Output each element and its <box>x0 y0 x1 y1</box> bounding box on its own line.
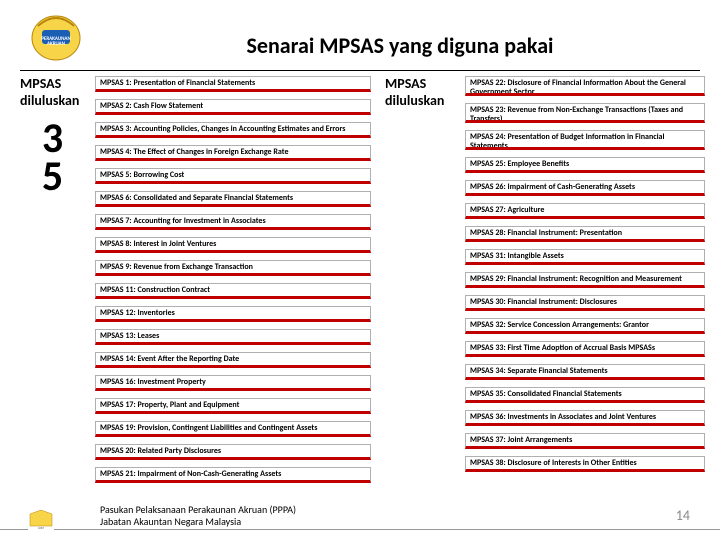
list-item: MPSAS 16: Investment Property <box>95 375 371 391</box>
list-item: MPSAS 25: Employee Benefits <box>465 157 705 173</box>
list-item: MPSAS 29: Financial Instrument: Recognit… <box>465 272 705 288</box>
footer-line2: Jabatan Akauntan Negara Malaysia <box>100 515 241 528</box>
list-item: MPSAS 37: Joint Arrangements <box>465 433 705 449</box>
list-item: MPSAS 38: Disclosure of Interests in Oth… <box>465 456 705 472</box>
list-item: MPSAS 12: Inventories <box>95 306 371 322</box>
list-item: MPSAS 14: Event After the Reporting Date <box>95 352 371 368</box>
list-item: MPSAS 27: Agriculture <box>465 203 705 219</box>
left-label-line2: diluluskan <box>20 92 79 109</box>
right-label-line1: MPSAS <box>385 75 426 92</box>
list-item: MPSAS 21: Impairment of Non-Cash-Generat… <box>95 467 371 483</box>
count-number: 3 5 <box>20 120 85 196</box>
list-item: MPSAS 34: Separate Financial Statements <box>465 364 705 380</box>
list-item: MPSAS 7: Accounting for Investment in As… <box>95 214 371 230</box>
list-item: MPSAS 24: Presentation of Budget Informa… <box>465 130 705 150</box>
list-item: MPSAS 3: Accounting Policies, Changes in… <box>95 122 371 138</box>
list-item: MPSAS 28: Financial Instrument: Presenta… <box>465 226 705 242</box>
list-item: MPSAS 11: Construction Contract <box>95 283 371 299</box>
title-divider <box>20 70 700 71</box>
left-column-label: MPSAS diluluskan <box>20 76 90 110</box>
page-number: 14 <box>676 507 690 524</box>
list-item: MPSAS 2: Cash Flow Statement <box>95 99 371 115</box>
list-item: MPSAS 31: Intangible Assets <box>465 249 705 265</box>
list-item: MPSAS 6: Consolidated and Separate Finan… <box>95 191 371 207</box>
list-item: MPSAS 36: Investments in Associates and … <box>465 410 705 426</box>
list-item: MPSAS 1: Presentation of Financial State… <box>95 76 371 92</box>
list-item: MPSAS 9: Revenue from Exchange Transacti… <box>95 260 371 276</box>
left-label-line1: MPSAS <box>20 75 61 92</box>
footer-text: Pasukan Pelaksanaan Perakaunan Akruan (P… <box>100 504 296 528</box>
list-item: MPSAS 30: Financial Instrument: Disclosu… <box>465 295 705 311</box>
footer: ANM Pasukan Pelaksanaan Perakaunan Akrua… <box>0 529 720 534</box>
left-items-list: MPSAS 1: Presentation of Financial State… <box>95 76 371 490</box>
right-items-list: MPSAS 22: Disclosure of Financial Inform… <box>465 76 705 479</box>
list-item: MPSAS 8: Interest in Joint Ventures <box>95 237 371 253</box>
svg-text:ANM: ANM <box>38 526 45 530</box>
list-item: MPSAS 4: The Effect of Changes in Foreig… <box>95 145 371 161</box>
page-title: Senarai MPSAS yang diguna pakai <box>0 32 720 59</box>
list-item: MPSAS 26: Impairment of Cash-Generating … <box>465 180 705 196</box>
list-item: MPSAS 17: Property, Plant and Equipment <box>95 398 371 414</box>
list-item: MPSAS 22: Disclosure of Financial Inform… <box>465 76 705 96</box>
right-column-label: MPSAS diluluskan <box>385 76 460 110</box>
list-item: MPSAS 5: Borrowing Cost <box>95 168 371 184</box>
list-item: MPSAS 23: Revenue from Non-Exchange Tran… <box>465 103 705 123</box>
list-item: MPSAS 20: Related Party Disclosures <box>95 444 371 460</box>
list-item: MPSAS 35: Consolidated Financial Stateme… <box>465 387 705 403</box>
right-label-line2: diluluskan <box>385 92 444 109</box>
list-item: MPSAS 32: Service Concession Arrangement… <box>465 318 705 334</box>
footer-crest-icon: ANM <box>28 510 54 530</box>
list-item: MPSAS 33: First Time Adoption of Accrual… <box>465 341 705 357</box>
list-item: MPSAS 13: Leases <box>95 329 371 345</box>
count-bottom: 5 <box>42 151 63 202</box>
list-item: MPSAS 19: Provision, Contingent Liabilit… <box>95 421 371 437</box>
